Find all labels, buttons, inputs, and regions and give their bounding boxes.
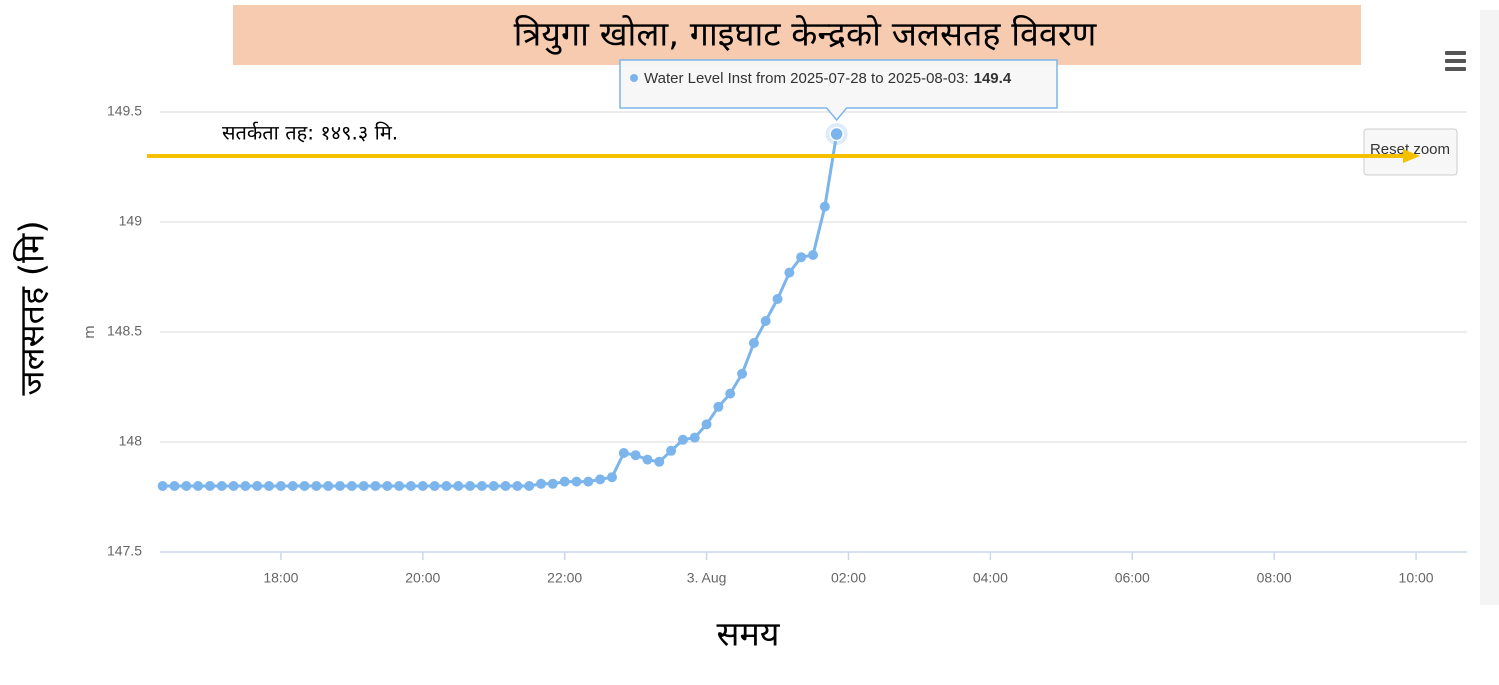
data-point [595, 474, 606, 485]
data-point [264, 481, 275, 491]
data-point [228, 481, 239, 491]
data-point [701, 419, 712, 430]
data-point [334, 481, 345, 491]
data-point [559, 476, 570, 487]
data-point [370, 481, 381, 491]
reset-zoom-label[interactable]: Reset zoom [1370, 141, 1450, 158]
data-point [796, 252, 807, 263]
data-point [429, 481, 440, 491]
data-point [204, 481, 215, 491]
data-point [441, 481, 452, 491]
data-point [500, 481, 511, 491]
x-tick-label: 18:00 [263, 570, 298, 586]
data-point [571, 476, 582, 487]
scroll-edge [1480, 10, 1499, 605]
data-point [157, 481, 168, 491]
x-tick-label: 10:00 [1399, 570, 1434, 586]
data-point [240, 481, 251, 491]
threshold-label: सतर्कता तह: १४९.३ मि. [222, 121, 398, 145]
data-point [677, 434, 688, 445]
data-point [488, 481, 499, 491]
data-point [299, 481, 310, 491]
data-point [181, 481, 192, 491]
data-point [476, 481, 487, 491]
tooltip-label: Water Level Inst from 2025-07-28 to 2025… [644, 70, 969, 87]
data-point [808, 250, 819, 260]
data-point [666, 445, 677, 456]
data-point [748, 338, 759, 348]
data-point [713, 401, 724, 412]
data-point [275, 481, 286, 491]
data-point [169, 481, 180, 491]
reset-zoom-button[interactable]: Reset zoom [1363, 128, 1458, 176]
title-box [233, 5, 1361, 65]
data-point [536, 478, 547, 489]
y-tick-label: 148.5 [107, 323, 142, 339]
data-point [394, 481, 405, 491]
tooltip-value: 149.4 [974, 70, 1012, 87]
x-axis-title: समय [716, 615, 780, 655]
data-point [524, 481, 535, 491]
x-tick-label: 08:00 [1257, 570, 1292, 586]
x-tick-label: 20:00 [405, 570, 440, 586]
data-point [323, 481, 334, 491]
data-point [216, 481, 227, 491]
chart-title: त्रियुगा खोला, गाइघाट केन्द्रको जलसतह वि… [514, 15, 1098, 56]
tooltip-dot [630, 74, 638, 82]
x-tick-label: 3. Aug [687, 570, 727, 586]
data-point [405, 481, 416, 491]
x-tick-label: 22:00 [547, 570, 582, 586]
data-point [607, 472, 618, 483]
data-point [829, 126, 844, 142]
data-point [346, 481, 357, 491]
data-point [382, 481, 393, 491]
threshold-arrowhead [1403, 149, 1420, 163]
tooltip-text: Water Level Inst from 2025-07-28 to 2025… [644, 70, 1012, 87]
series-line [162, 133, 839, 488]
data-point [784, 267, 795, 278]
y-tick-label: 147.5 [107, 543, 142, 559]
data-point [465, 481, 476, 491]
data-point [725, 388, 736, 399]
data-point [772, 294, 783, 304]
data-point [193, 481, 204, 491]
y-tick-label: 148 [119, 433, 143, 449]
x-tick-label: 02:00 [831, 570, 866, 586]
data-point [618, 448, 629, 458]
data-point [654, 456, 665, 467]
y-tick-label: 149 [119, 213, 143, 229]
y-unit-label: m [82, 325, 98, 339]
data-point [417, 481, 428, 491]
x-tick-label: 06:00 [1115, 570, 1150, 586]
data-point [547, 478, 558, 489]
data-point [453, 481, 464, 491]
data-point [252, 481, 263, 491]
data-point [287, 481, 298, 491]
data-point [358, 481, 369, 491]
data-point [311, 481, 322, 491]
data-point [737, 368, 748, 379]
data-point [642, 454, 653, 465]
y-tick-label: 149.5 [107, 103, 142, 119]
tooltip-box [619, 59, 1058, 122]
data-point [819, 201, 830, 212]
data-point [512, 481, 523, 491]
x-tick-label: 04:00 [973, 570, 1008, 586]
data-point [630, 450, 641, 461]
data-point [760, 316, 771, 326]
menu-icon[interactable] [1445, 51, 1466, 71]
data-point [689, 432, 700, 443]
tooltip: Water Level Inst from 2025-07-28 to 2025… [619, 59, 1058, 122]
y-axis-title: जलसतह (मि) [13, 220, 53, 395]
data-point [583, 476, 594, 487]
